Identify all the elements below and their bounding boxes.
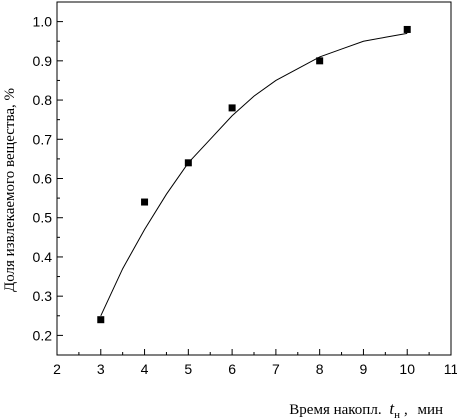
x-axis-label-var: t: [389, 399, 395, 418]
x-tick-label: 9: [360, 361, 368, 377]
x-axis-ticks: 2 3 4 5 6 7 8 9 10 11: [53, 349, 457, 377]
x-axis-label: Время накопл. tн, мин: [289, 399, 443, 420]
x-tick-label: 10: [399, 361, 415, 377]
x-tick-label: 5: [184, 361, 192, 377]
y-tick-label: 0.5: [33, 210, 53, 226]
y-tick-label: 0.4: [33, 249, 53, 265]
x-tick-label: 6: [228, 361, 236, 377]
x-tick-label: 2: [53, 361, 61, 377]
y-tick-label: 0.7: [33, 131, 53, 147]
y-axis-ticks: 0.2 0.3 0.4 0.5 0.6 0.7 0.8 0.9 1.0: [33, 1, 63, 356]
y-tick-label: 0.9: [33, 53, 53, 69]
x-axis-label-prefix: Время накопл.: [289, 402, 381, 418]
plot-border: [56, 1, 452, 356]
data-point: [403, 25, 411, 33]
y-tick-label: 0.2: [33, 327, 53, 343]
data-point: [316, 57, 324, 65]
y-tick-label: 0.8: [33, 92, 53, 108]
x-axis-label-sub: н: [394, 409, 400, 420]
y-tick-label: 0.6: [33, 171, 53, 187]
data-points-layer: [97, 25, 411, 324]
y-tick-label: 0.3: [33, 288, 53, 304]
data-point: [97, 316, 105, 324]
data-point: [141, 198, 149, 206]
y-tick-label: 1.0: [33, 14, 53, 30]
y-axis-label: Доля извлекаемого вещества, %: [2, 88, 18, 292]
fit-curve: [100, 32, 408, 316]
x-axis-label-unit: мин: [417, 402, 443, 418]
plot-frame: [56, 1, 452, 356]
x-tick-label: 4: [141, 361, 149, 377]
x-tick-label: 8: [316, 361, 324, 377]
x-axis-label-comma: ,: [404, 402, 408, 418]
fit-curve-layer: [100, 32, 408, 316]
data-point: [184, 159, 192, 167]
x-tick-label: 3: [97, 361, 105, 377]
x-tick-label: 7: [272, 361, 280, 377]
data-point: [228, 104, 236, 112]
x-tick-label: 11: [444, 361, 457, 377]
